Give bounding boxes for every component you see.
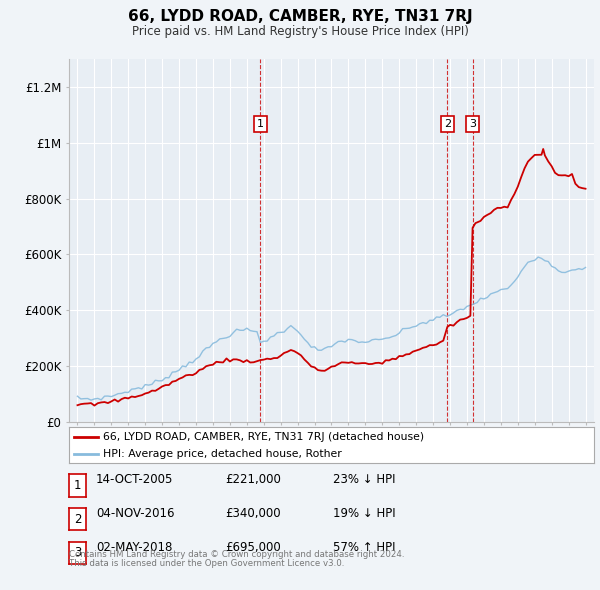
Text: £221,000: £221,000 [225,473,281,487]
Text: 3: 3 [74,546,81,559]
Text: 3: 3 [469,119,476,129]
Text: 2: 2 [74,513,81,526]
Text: 2: 2 [444,119,451,129]
Text: 02-MAY-2018: 02-MAY-2018 [96,540,172,554]
Text: 1: 1 [74,479,81,492]
Text: 23% ↓ HPI: 23% ↓ HPI [333,473,395,487]
Text: Contains HM Land Registry data © Crown copyright and database right 2024.: Contains HM Land Registry data © Crown c… [69,550,404,559]
Text: HPI: Average price, detached house, Rother: HPI: Average price, detached house, Roth… [103,449,342,459]
Text: 66, LYDD ROAD, CAMBER, RYE, TN31 7RJ (detached house): 66, LYDD ROAD, CAMBER, RYE, TN31 7RJ (de… [103,432,424,442]
Text: 1: 1 [257,119,264,129]
Text: 66, LYDD ROAD, CAMBER, RYE, TN31 7RJ: 66, LYDD ROAD, CAMBER, RYE, TN31 7RJ [128,9,472,24]
Text: £695,000: £695,000 [225,540,281,554]
Text: 14-OCT-2005: 14-OCT-2005 [96,473,173,487]
Text: Price paid vs. HM Land Registry's House Price Index (HPI): Price paid vs. HM Land Registry's House … [131,25,469,38]
Text: 19% ↓ HPI: 19% ↓ HPI [333,507,395,520]
Text: £340,000: £340,000 [225,507,281,520]
Text: 04-NOV-2016: 04-NOV-2016 [96,507,175,520]
Text: This data is licensed under the Open Government Licence v3.0.: This data is licensed under the Open Gov… [69,559,344,568]
Text: 57% ↑ HPI: 57% ↑ HPI [333,540,395,554]
